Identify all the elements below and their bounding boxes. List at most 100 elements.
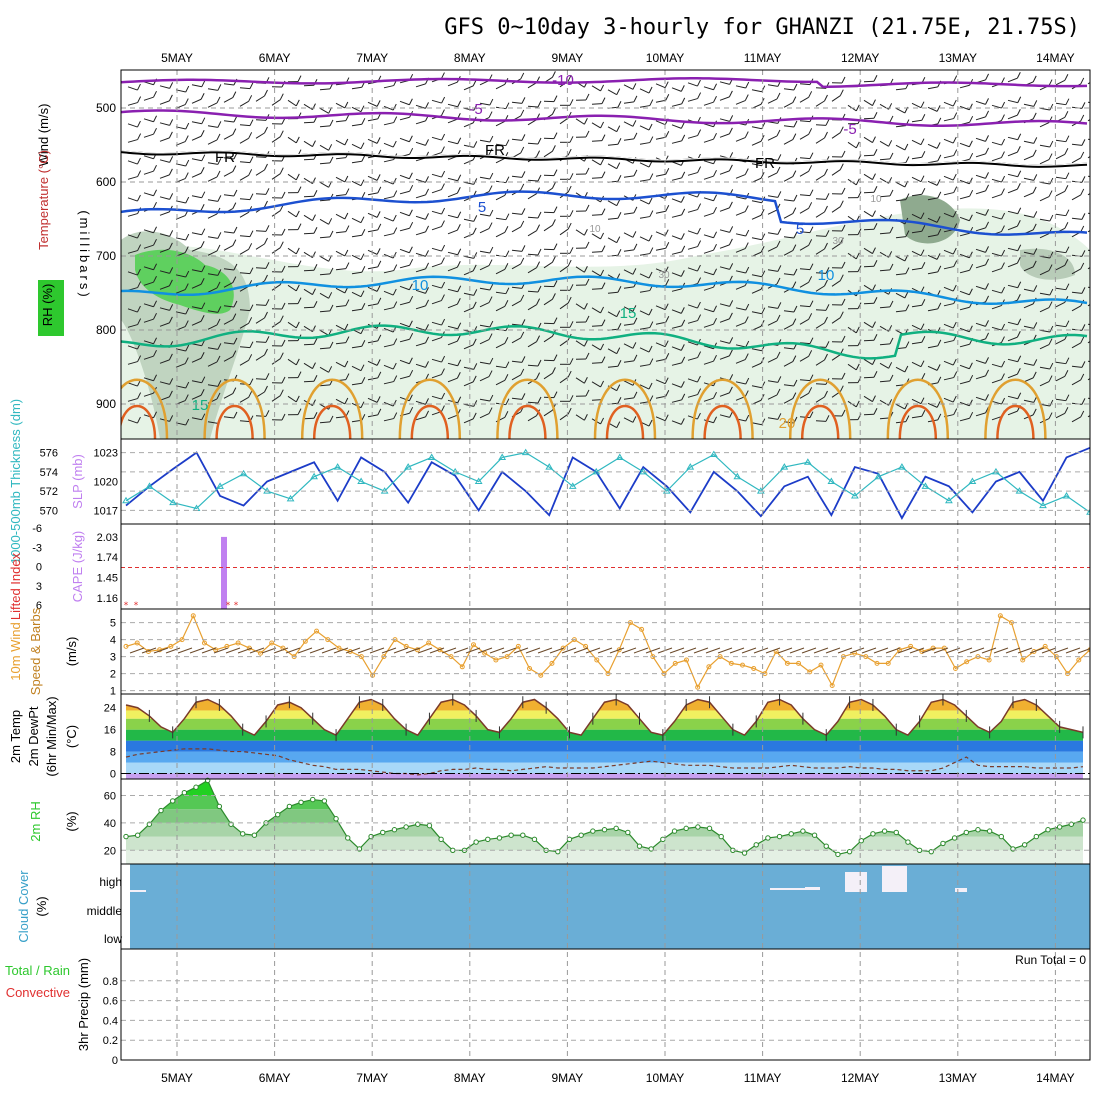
thickness-marker — [404, 463, 413, 470]
contour-label: 15 — [192, 397, 209, 414]
wind-barb — [1055, 287, 1066, 291]
wind-barb — [463, 122, 474, 128]
wind-barb — [191, 172, 202, 178]
wind-barb — [383, 253, 394, 259]
wind-barb-flag — [585, 241, 590, 249]
wind-barb-flag — [361, 377, 366, 384]
cloud-unit-label: (%) — [34, 896, 49, 916]
wind-barb-10m — [345, 647, 361, 654]
wind-barb — [479, 139, 490, 143]
wind-barb-flag — [551, 367, 556, 374]
thickness-marker — [1039, 501, 1047, 509]
wind-barb — [351, 291, 362, 298]
wind-barb — [1071, 143, 1082, 146]
wind-barb — [815, 322, 825, 329]
wind-barb — [751, 200, 762, 204]
wind-barb — [367, 101, 378, 107]
wind-barb — [623, 138, 634, 141]
thickness-line — [125, 451, 1090, 513]
thickness-tick: 574 — [40, 467, 58, 479]
wind-barb-flag — [872, 136, 876, 143]
wind-barb-flag — [824, 131, 828, 139]
wind-barb — [543, 261, 553, 269]
wind-barb-flag — [920, 397, 925, 404]
wind-barb-flag — [168, 131, 173, 139]
wind-barb — [511, 175, 522, 178]
wind-barb-flag — [313, 264, 318, 271]
wind-barb — [863, 210, 873, 218]
wind-barb-flag — [728, 90, 733, 98]
wind-barb — [991, 289, 1002, 294]
wind-barb — [527, 290, 539, 293]
wind-barb-10m — [513, 647, 529, 654]
wind-barb-flag — [760, 172, 765, 179]
wind-barb — [943, 286, 954, 292]
wind-barb-flag — [873, 408, 878, 415]
wind-barb — [655, 173, 666, 177]
wind-barb — [991, 400, 1002, 405]
wind-barb-flag — [441, 146, 445, 153]
bottom-date-label: 8MAY — [454, 1071, 486, 1085]
wind-barb-flag — [200, 241, 205, 248]
wind-barb-flag — [824, 390, 828, 398]
wind-barb-flag — [745, 340, 750, 348]
wind-barb-flag — [1065, 172, 1070, 179]
wind-barb — [863, 395, 873, 403]
wind-barb — [1007, 136, 1018, 141]
wind-barb — [255, 95, 265, 102]
wind-barb-flag — [937, 265, 942, 273]
wind-barb — [239, 198, 251, 201]
wind-barb-flag — [872, 321, 876, 328]
wind-barb — [463, 270, 474, 276]
wind-barb-flag — [281, 191, 286, 199]
wind-barb — [351, 365, 362, 372]
wind-barb — [1023, 214, 1034, 218]
wind-barb-flag — [616, 347, 621, 354]
wind-barb-flag — [537, 396, 542, 404]
wind-barb — [431, 173, 442, 178]
wind-barb-flag — [200, 93, 205, 100]
wind-barb-flag — [839, 274, 844, 281]
wind-barb-flag — [1097, 258, 1100, 264]
precip-conv-label: Convective — [6, 985, 70, 1000]
wind-barb-flag — [409, 295, 414, 303]
wind-barb-flag — [680, 381, 685, 388]
wind-barb-10m — [165, 647, 181, 654]
wind-barb — [303, 232, 315, 235]
rh-marker — [986, 828, 993, 834]
wind-barb — [479, 176, 490, 180]
wind-barb — [447, 325, 458, 330]
wind-barb-10m — [597, 647, 613, 654]
wind-barb-flag — [184, 135, 189, 142]
wind-barb-flag — [841, 150, 846, 158]
wind-barb — [767, 172, 778, 178]
wind-barb-flag — [920, 249, 925, 256]
bottom-date-label: 11MAY — [744, 1071, 782, 1085]
wind-speed-marker — [1020, 657, 1026, 663]
wind-barb — [1055, 324, 1066, 328]
wind-barb-10m — [501, 647, 517, 654]
wind-barb — [127, 213, 138, 217]
wind-barb-flag — [265, 188, 270, 195]
wind-barb — [255, 415, 267, 417]
wind-barb — [863, 191, 875, 194]
wind-barb-10m — [309, 647, 325, 654]
wind-barb — [303, 177, 313, 185]
temp-band — [126, 773, 1083, 779]
wind-barb — [271, 284, 281, 291]
wind-barb-flag — [873, 334, 878, 341]
wind-barb — [799, 133, 809, 140]
wind-barb-flag — [1001, 249, 1006, 257]
wind-barb-flag — [616, 384, 621, 391]
thickness-marker — [874, 472, 883, 480]
wind-barb-flag — [441, 244, 446, 252]
wind-barb-flag — [472, 338, 477, 346]
wind-barb-flag — [169, 378, 174, 385]
wind-barb — [927, 217, 938, 223]
wind-barb — [655, 268, 666, 274]
wind-barb — [927, 197, 938, 201]
wind-barb — [143, 303, 154, 308]
rh-marker — [601, 827, 608, 833]
bottom-date-label: 14MAY — [1036, 1071, 1074, 1085]
wind-barb — [1039, 122, 1050, 128]
